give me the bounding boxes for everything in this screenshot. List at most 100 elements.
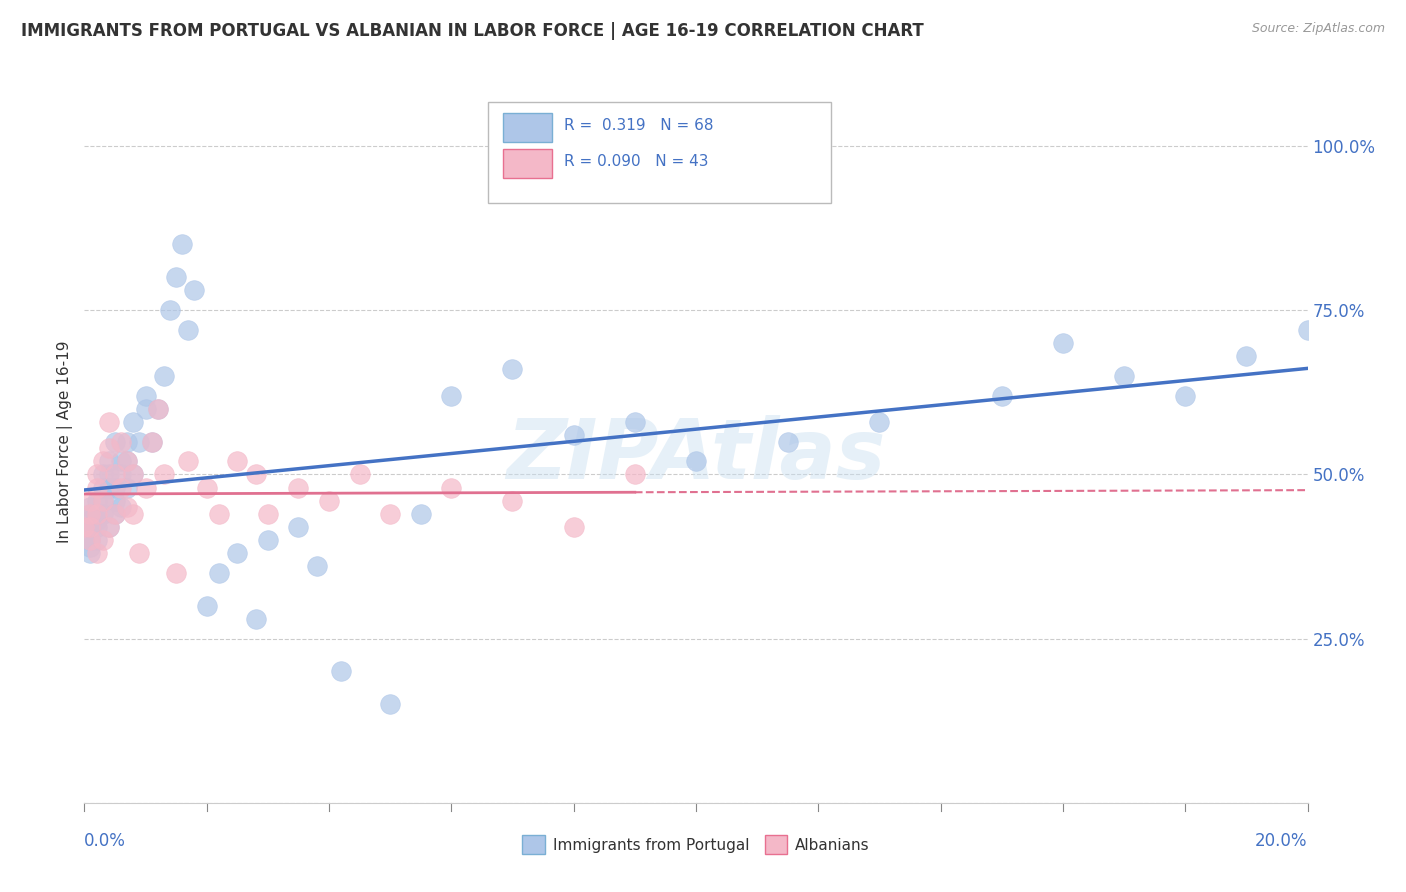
Point bbox=[440, 388, 463, 402]
Point bbox=[86, 481, 108, 495]
Point bbox=[97, 415, 120, 429]
FancyBboxPatch shape bbox=[503, 112, 551, 142]
Point bbox=[86, 467, 108, 482]
Point bbox=[122, 467, 145, 482]
Point bbox=[73, 520, 96, 534]
Point bbox=[226, 454, 249, 468]
FancyBboxPatch shape bbox=[488, 102, 831, 203]
Point bbox=[79, 540, 101, 554]
Point bbox=[91, 507, 114, 521]
Point bbox=[97, 520, 120, 534]
Point bbox=[97, 454, 120, 468]
Point bbox=[86, 507, 108, 521]
Point bbox=[110, 454, 132, 468]
Point bbox=[86, 533, 108, 547]
Point bbox=[172, 237, 194, 252]
Text: ZIPAtlas: ZIPAtlas bbox=[506, 416, 886, 497]
Point bbox=[91, 493, 114, 508]
Point bbox=[330, 665, 353, 679]
Point bbox=[104, 434, 127, 449]
Point bbox=[122, 467, 145, 482]
Point bbox=[195, 599, 218, 613]
Point bbox=[115, 454, 138, 468]
Point bbox=[208, 566, 231, 580]
Point bbox=[153, 467, 176, 482]
Point bbox=[141, 434, 163, 449]
Point bbox=[79, 533, 101, 547]
Point bbox=[79, 520, 101, 534]
Point bbox=[177, 323, 200, 337]
Point bbox=[195, 481, 218, 495]
Text: 0.0%: 0.0% bbox=[84, 831, 127, 850]
Point bbox=[869, 415, 891, 429]
Text: R =  0.319   N = 68: R = 0.319 N = 68 bbox=[564, 118, 713, 133]
Point bbox=[1236, 349, 1258, 363]
Point bbox=[135, 481, 157, 495]
Text: IMMIGRANTS FROM PORTUGAL VS ALBANIAN IN LABOR FORCE | AGE 16-19 CORRELATION CHAR: IMMIGRANTS FROM PORTUGAL VS ALBANIAN IN … bbox=[21, 22, 924, 40]
Point bbox=[115, 454, 138, 468]
Point bbox=[165, 270, 187, 285]
Point bbox=[86, 520, 108, 534]
Point bbox=[97, 481, 120, 495]
Point bbox=[135, 388, 157, 402]
Point bbox=[440, 481, 463, 495]
Point bbox=[110, 481, 132, 495]
Point bbox=[91, 481, 114, 495]
Point bbox=[91, 467, 114, 482]
Point bbox=[86, 493, 108, 508]
Point bbox=[97, 520, 120, 534]
Point bbox=[183, 284, 205, 298]
Text: R = 0.090   N = 43: R = 0.090 N = 43 bbox=[564, 153, 709, 169]
Point bbox=[97, 441, 120, 455]
Point bbox=[409, 507, 432, 521]
Point bbox=[97, 467, 120, 482]
Point bbox=[305, 559, 328, 574]
Text: Source: ZipAtlas.com: Source: ZipAtlas.com bbox=[1251, 22, 1385, 36]
Point bbox=[86, 513, 108, 527]
Point bbox=[79, 533, 101, 547]
Point bbox=[135, 401, 157, 416]
Point bbox=[287, 481, 309, 495]
Point bbox=[159, 303, 181, 318]
Point bbox=[502, 493, 524, 508]
Point bbox=[502, 362, 524, 376]
Point bbox=[153, 368, 176, 383]
Point bbox=[122, 507, 145, 521]
Point bbox=[624, 467, 647, 482]
Point bbox=[104, 507, 127, 521]
Point bbox=[318, 493, 340, 508]
Point bbox=[349, 467, 371, 482]
Point bbox=[624, 415, 647, 429]
Point bbox=[115, 500, 138, 515]
Point bbox=[91, 533, 114, 547]
Point bbox=[562, 520, 585, 534]
Point bbox=[110, 500, 132, 515]
Point bbox=[245, 467, 267, 482]
FancyBboxPatch shape bbox=[503, 149, 551, 178]
Point bbox=[79, 507, 101, 521]
Point bbox=[146, 401, 169, 416]
Point bbox=[79, 520, 101, 534]
Point bbox=[141, 434, 163, 449]
Point bbox=[1052, 336, 1074, 351]
Point bbox=[73, 520, 96, 534]
Point bbox=[122, 415, 145, 429]
Point bbox=[380, 507, 402, 521]
Point bbox=[110, 467, 132, 482]
Point bbox=[146, 401, 169, 416]
Point bbox=[115, 434, 138, 449]
Point bbox=[79, 500, 101, 515]
Point bbox=[115, 481, 138, 495]
Point bbox=[226, 546, 249, 560]
Point bbox=[104, 481, 127, 495]
Point bbox=[287, 520, 309, 534]
Point bbox=[991, 388, 1014, 402]
Point bbox=[685, 454, 707, 468]
Point bbox=[91, 454, 114, 468]
Point bbox=[165, 566, 187, 580]
Text: 20.0%: 20.0% bbox=[1256, 831, 1308, 850]
Point bbox=[776, 434, 799, 449]
Point bbox=[86, 546, 108, 560]
Point bbox=[104, 493, 127, 508]
Point bbox=[128, 434, 150, 449]
